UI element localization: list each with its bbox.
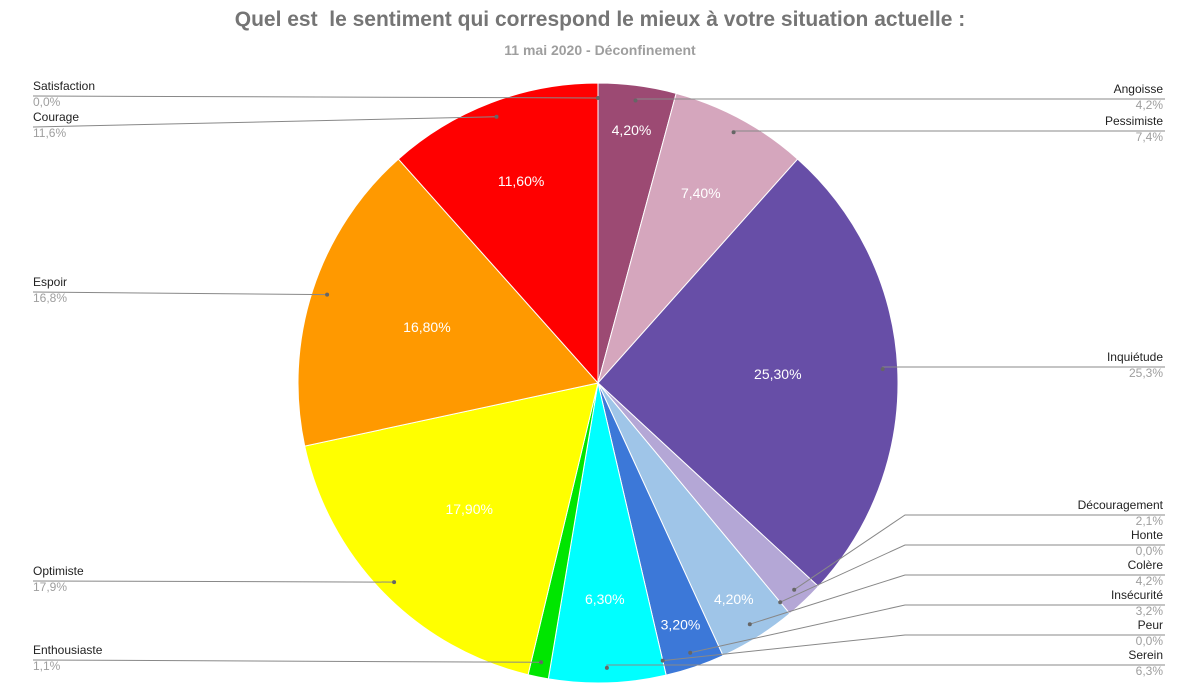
- leader-dot-courage: [494, 114, 499, 119]
- callout-value-honte: 0,0%: [1136, 544, 1164, 558]
- leader-line-decouragement: [793, 514, 1165, 591]
- callout-value-colere: 4,2%: [1136, 574, 1164, 588]
- leader-line-espoir: [32, 291, 328, 296]
- pie-slice-courage: [397, 82, 599, 385]
- callout-name-colere: Colère: [1128, 558, 1164, 572]
- callout-value-peur: 0,0%: [1136, 634, 1164, 648]
- callout-value-satisfaction: 0,0%: [33, 95, 61, 109]
- callout-insecurite: Insécurité 3,2%: [1111, 588, 1163, 618]
- callout-name-decouragement: Découragement: [1078, 498, 1164, 512]
- callout-value-angoisse: 4,2%: [1136, 98, 1164, 112]
- pie-slice-optimiste: [304, 382, 599, 676]
- slice-value-label-insecurite: 3,20%: [661, 616, 701, 632]
- callout-name-insecurite: Insécurité: [1111, 588, 1163, 602]
- leader-dot-pessimiste: [731, 130, 736, 135]
- callout-value-courage: 11,6%: [33, 126, 66, 140]
- slice-value-label-colere: 4,20%: [714, 591, 754, 607]
- leader-line-optimiste: [32, 580, 395, 583]
- leader-dot-optimiste: [392, 580, 397, 585]
- callout-name-satisfaction: Satisfaction: [33, 79, 95, 93]
- leader-dot-espoir: [325, 292, 330, 297]
- leader-line-satisfaction: [32, 95, 599, 99]
- leader-dot-inquietude: [880, 367, 885, 372]
- callout-pessimiste: Pessimiste 7,4%: [1105, 114, 1163, 144]
- slice-value-label-angoisse: 4,20%: [612, 122, 652, 138]
- leader-dot-insecurite: [688, 650, 693, 655]
- leader-dot-decouragement: [792, 587, 797, 592]
- callout-name-inquietude: Inquiétude: [1107, 350, 1163, 364]
- callout-value-pessimiste: 7,4%: [1136, 130, 1164, 144]
- leader-line-enthousiaste: [32, 659, 542, 663]
- leader-line-peur: [662, 634, 1165, 662]
- callout-optimiste: Optimiste 17,9%: [33, 564, 84, 594]
- callout-value-inquietude: 25,3%: [1129, 366, 1163, 380]
- leader-dot-angoisse: [633, 98, 638, 103]
- callout-value-serein: 6,3%: [1136, 664, 1164, 678]
- callout-colere: Colère 4,2%: [1128, 558, 1164, 588]
- callout-value-espoir: 16,8%: [33, 291, 67, 305]
- pie-slice-espoir: [297, 158, 599, 447]
- leader-dot-enthousiaste: [539, 660, 544, 665]
- callout-name-peur: Peur: [1138, 618, 1163, 632]
- leader-dot-serein: [604, 665, 609, 670]
- slice-value-label-courage: 11,60%: [498, 173, 544, 189]
- callout-value-optimiste: 17,9%: [33, 580, 67, 594]
- callout-name-courage: Courage: [33, 110, 79, 124]
- callout-name-angoisse: Angoisse: [1114, 82, 1164, 96]
- callout-enthousiaste: Enthousiaste 1,1%: [33, 643, 103, 673]
- callout-name-pessimiste: Pessimiste: [1105, 114, 1163, 128]
- slice-value-label-pessimiste: 7,40%: [681, 185, 721, 201]
- callout-value-decouragement: 2,1%: [1136, 514, 1164, 528]
- callout-satisfaction: Satisfaction 0,0%: [33, 79, 95, 109]
- callout-angoisse: Angoisse 4,2%: [1114, 82, 1164, 112]
- slice-value-label-optimiste: 17,90%: [445, 501, 492, 517]
- pie-slice-pessimiste: [597, 92, 799, 384]
- callout-value-insecurite: 3,2%: [1136, 604, 1164, 618]
- callout-peur: Peur 0,0%: [1136, 618, 1164, 648]
- leader-dot-colere: [747, 622, 752, 627]
- callout-decouragement: Découragement 2,1%: [1078, 498, 1164, 528]
- callout-courage: Courage 11,6%: [33, 110, 79, 140]
- leader-line-colere: [749, 574, 1165, 625]
- slice-value-label-espoir: 16,80%: [403, 319, 450, 335]
- leader-line-insecurite: [690, 604, 1165, 654]
- callout-name-optimiste: Optimiste: [33, 564, 84, 578]
- leader-line-angoisse: [635, 98, 1165, 101]
- pie-slice-inquietude: [597, 158, 899, 588]
- pie-slice-serein: [547, 382, 667, 684]
- callout-espoir: Espoir 16,8%: [33, 275, 67, 305]
- chart-title: Quel est le sentiment qui correspond le …: [234, 8, 966, 31]
- leader-line-pessimiste: [733, 130, 1165, 133]
- chart-subtitle: 11 mai 2020 - Déconfinement: [504, 42, 696, 58]
- leader-line-inquietude: [882, 366, 1165, 370]
- slice-value-label-inquietude: 25,30%: [754, 366, 801, 382]
- leader-dot-peur: [660, 658, 665, 663]
- slice-value-label-serein: 6,30%: [585, 591, 625, 607]
- callout-honte: Honte 0,0%: [1131, 528, 1163, 558]
- callout-name-enthousiaste: Enthousiaste: [33, 643, 103, 657]
- callout-value-enthousiaste: 1,1%: [33, 659, 61, 673]
- callout-serein: Serein 6,3%: [1128, 648, 1163, 678]
- leader-line-courage: [32, 116, 497, 128]
- leader-line-honte: [779, 544, 1165, 603]
- callout-name-honte: Honte: [1131, 528, 1163, 542]
- leader-dot-honte: [778, 600, 783, 605]
- callout-inquietude: Inquiétude 25,3%: [1107, 350, 1163, 380]
- callout-name-espoir: Espoir: [33, 275, 67, 289]
- callout-name-serein: Serein: [1128, 648, 1163, 662]
- leader-dot-satisfaction: [596, 96, 600, 100]
